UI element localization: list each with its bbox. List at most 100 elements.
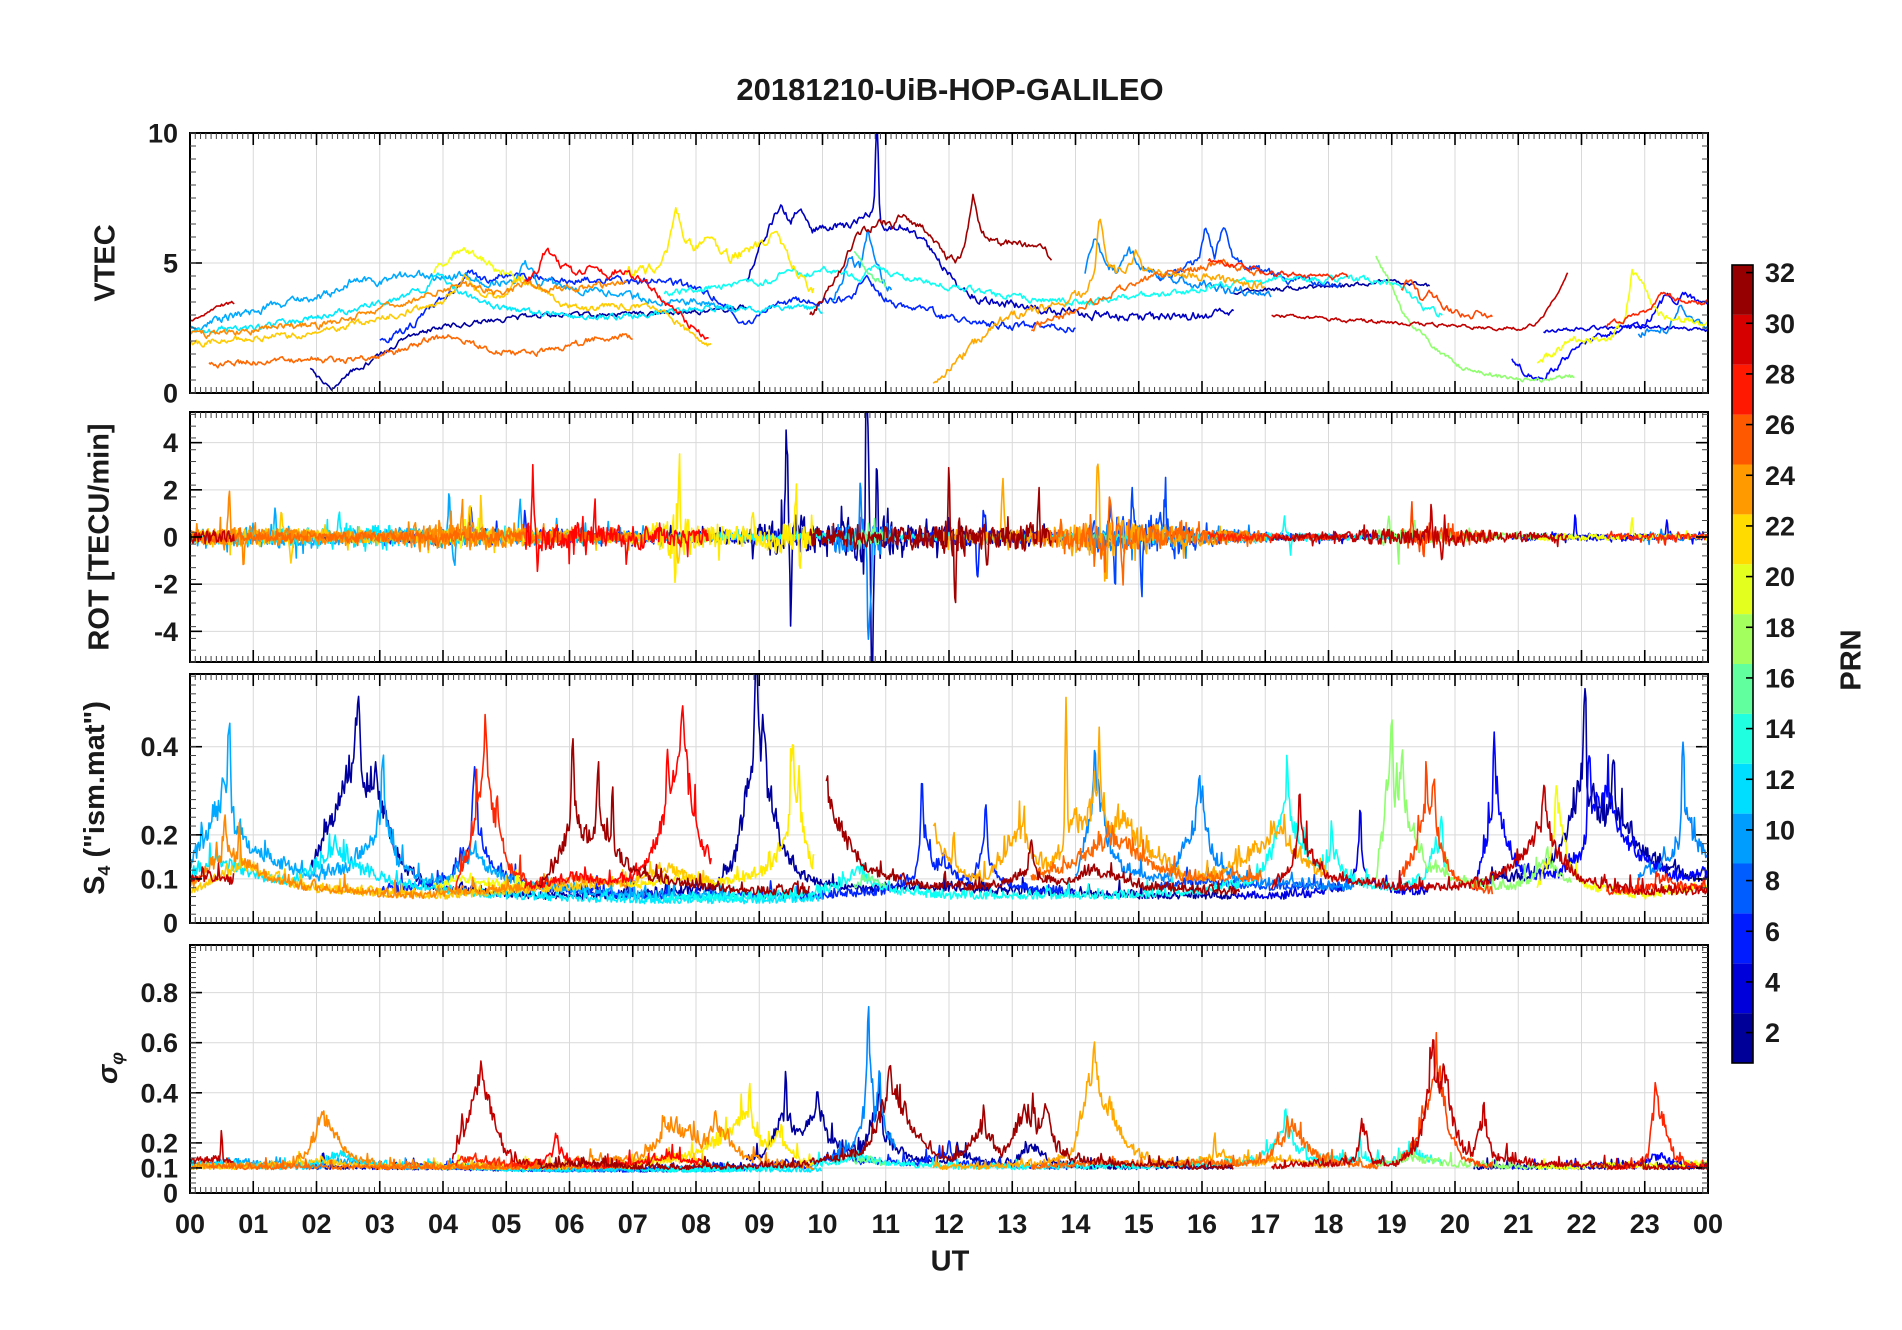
series-prn-26	[1400, 1031, 1494, 1169]
ytick-label-sigma-phi: 0.6	[140, 1028, 178, 1058]
s4-label-suffix: ("ism.mat")	[78, 701, 111, 866]
xtick-label: 12	[934, 1209, 964, 1239]
series-prn-28	[524, 463, 709, 573]
y-axis-label-sigma-phi: σφ	[92, 1052, 128, 1084]
series-prn-24	[191, 278, 628, 340]
series-prn-30	[1270, 1039, 1707, 1171]
colorbar-tick-label: 16	[1765, 663, 1795, 693]
series-prn-25	[1030, 820, 1263, 883]
colorbar-tick-label: 4	[1765, 967, 1780, 997]
series-prn-27	[1606, 530, 1707, 546]
colorbar-tick-label: 8	[1765, 866, 1780, 896]
xtick-label: 13	[997, 1209, 1027, 1239]
series-prn-13	[663, 754, 1449, 903]
colorbar-tick-label: 30	[1765, 309, 1795, 339]
xtick-label: 16	[1187, 1209, 1217, 1239]
xtick-label: 05	[491, 1209, 521, 1239]
ytick-label-ROT: -4	[154, 617, 178, 647]
minor-ticks-VTEC	[190, 132, 1708, 394]
xtick-label: 11	[871, 1209, 900, 1239]
xtick-label: 19	[1377, 1209, 1407, 1239]
ticks-S4	[189, 674, 1709, 924]
colorbar-tick-label: 24	[1765, 461, 1795, 491]
xtick-label: 21	[1503, 1209, 1533, 1239]
colorbar-tick-label: 6	[1765, 917, 1780, 947]
ytick-label-sigma-phi: 0	[163, 1179, 178, 1209]
series-prn-30	[191, 1129, 234, 1165]
series-prn-3	[745, 134, 1235, 322]
series-prn-30	[1270, 784, 1707, 896]
xtick-label: 10	[807, 1209, 837, 1239]
xtick-label: 06	[554, 1209, 584, 1239]
ticks-sigma-phi	[189, 945, 1709, 1194]
series-prn-21	[626, 453, 814, 584]
xtick-label: 04	[428, 1209, 458, 1239]
series-prn-20	[432, 246, 530, 286]
series-prn-9	[1637, 741, 1707, 881]
xtick-label: 14	[1060, 1209, 1090, 1239]
ticks-ROT	[189, 412, 1709, 662]
ytick-label-sigma-phi: 0.4	[140, 1078, 178, 1108]
series-prn-30	[1271, 272, 1569, 332]
series-prn-5	[1476, 731, 1707, 883]
series-prn-24	[191, 1110, 815, 1171]
colorbar-block	[1732, 763, 1753, 814]
xtick-label: 08	[681, 1209, 711, 1239]
series-prn-28	[525, 247, 709, 340]
colorbar-block	[1732, 265, 1753, 315]
series-prn-16	[853, 1155, 887, 1167]
series-prn-16	[853, 250, 887, 288]
xtick-label: 00	[1693, 1209, 1723, 1239]
series-prn-26	[1400, 279, 1493, 320]
colorbar-tick-label: 32	[1765, 258, 1795, 288]
colorbar-block	[1732, 514, 1753, 565]
colorbar-tick-label: 12	[1765, 765, 1795, 795]
colorbar-block	[1732, 913, 1753, 964]
xtick-label: 03	[365, 1209, 395, 1239]
colorbar-block	[1732, 414, 1753, 465]
series-prn-31	[809, 1064, 1234, 1170]
series-prn-25	[1030, 496, 1263, 586]
xtick-label: 20	[1440, 1209, 1470, 1239]
ytick-label-sigma-phi: 0.1	[140, 1153, 178, 1183]
colorbar-block	[1732, 664, 1753, 714]
series-prn-27	[1606, 1081, 1707, 1171]
series-prn-27	[1207, 531, 1348, 544]
ticks-VTEC	[189, 132, 1709, 394]
ytick-label-VTEC: 0	[163, 379, 178, 409]
series-prn-17	[1375, 1148, 1576, 1171]
xtick-label: 22	[1566, 1209, 1596, 1239]
colorbar-block	[1732, 614, 1753, 664]
series-prn-10	[191, 259, 734, 331]
grid-VTEC	[190, 133, 1708, 393]
series-prn-2	[309, 304, 747, 391]
xtick-label: 18	[1313, 1209, 1343, 1239]
series-prn-23	[932, 696, 1329, 883]
colorbar-block	[1732, 314, 1753, 365]
series-prn-9	[828, 1005, 896, 1162]
ytick-label-S4: 0.1	[140, 864, 178, 894]
series-prn-9	[831, 229, 893, 303]
colorbar-block	[1732, 713, 1753, 764]
series-group-sigma-phi	[191, 1005, 1707, 1173]
series-prn-31	[825, 775, 1241, 896]
series-prn-25	[1030, 258, 1263, 332]
y-axis-label-s4: S4 ("ism.mat")	[79, 701, 115, 895]
colorbar-tick-label: 20	[1765, 562, 1795, 592]
panel-VTEC: 0 5 10	[148, 119, 1709, 409]
colorbar-label: PRN	[1835, 629, 1868, 691]
series-prn-13	[663, 264, 1443, 318]
panel-sigma-phi: 00.10.2 0.4 0.6 0.8 00 01 02 03 04 05 06 07 08 09 10 11…	[140, 944, 1723, 1239]
colorbar-tick-label: 2	[1765, 1018, 1780, 1048]
colorbar-block	[1732, 1013, 1753, 1063]
series-prn-17	[1375, 255, 1575, 383]
series-prn-21	[625, 207, 815, 294]
series-prn-25	[208, 333, 633, 369]
minor-ticks-ROT	[190, 412, 1708, 663]
xtick-label: 00	[175, 1209, 205, 1239]
colorbar-block	[1732, 464, 1753, 515]
sigma-label-sub: φ	[107, 1052, 128, 1065]
colorbar-block	[1732, 863, 1753, 914]
